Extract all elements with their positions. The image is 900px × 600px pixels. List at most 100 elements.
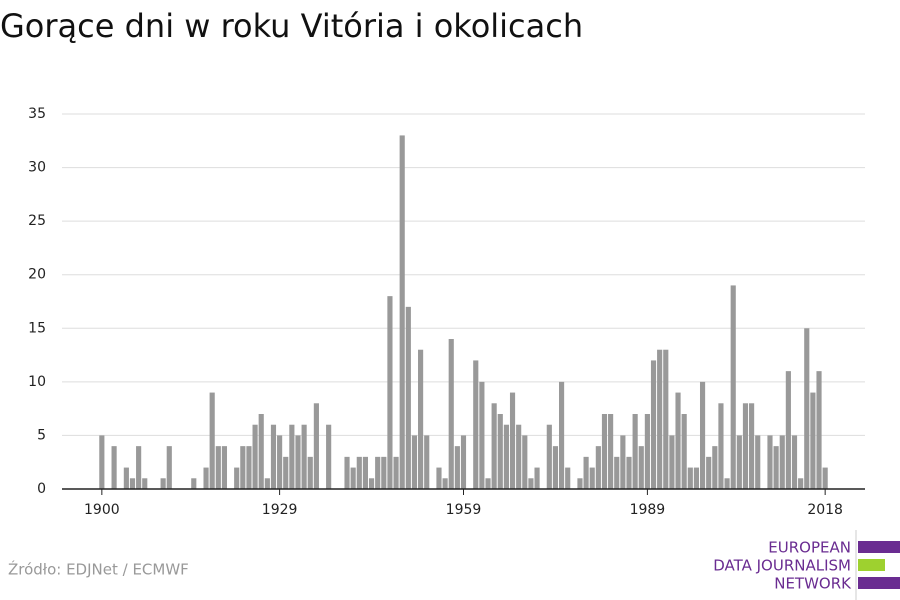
logo: EUROPEAN DATA JOURNALISM NETWORK: [713, 530, 900, 600]
bar: [240, 446, 246, 489]
y-tick-label: 20: [28, 267, 46, 283]
bar: [816, 371, 822, 489]
bar: [160, 478, 166, 489]
bar: [209, 392, 215, 489]
bar: [503, 424, 509, 489]
bar: [718, 403, 724, 489]
bar: [215, 446, 221, 489]
bar: [375, 456, 381, 489]
bar: [264, 478, 270, 489]
bar: [381, 456, 387, 489]
bar: [822, 467, 828, 489]
bar: [736, 435, 742, 489]
logo-text: NETWORK: [774, 575, 852, 593]
bar: [773, 446, 779, 489]
source: Źródło: EDJNet / ECMWF: [8, 560, 189, 579]
bar: [424, 435, 430, 489]
bar: [810, 392, 816, 489]
bar: [166, 446, 172, 489]
bar: [552, 446, 559, 489]
bar: [687, 467, 693, 489]
y-tick-label: 0: [37, 481, 46, 497]
y-tick-label: 30: [28, 160, 46, 176]
x-tick-label: 2018: [807, 502, 843, 518]
bar: [313, 403, 319, 489]
bar: [699, 381, 706, 489]
logo-bar: [858, 541, 900, 553]
bar: [485, 478, 491, 489]
bar: [393, 456, 399, 489]
bar: [730, 285, 736, 489]
bar: [779, 435, 785, 489]
bar: [791, 435, 798, 489]
logo-text: DATA JOURNALISM: [713, 557, 851, 575]
bar: [650, 360, 657, 489]
bar: [509, 392, 516, 489]
bar: [583, 456, 589, 489]
bar: [418, 349, 424, 489]
bar: [755, 435, 761, 489]
logo-text: EUROPEAN: [768, 539, 851, 557]
bar: [601, 414, 608, 489]
y-tick-label: 10: [28, 374, 46, 390]
bar: [460, 435, 467, 489]
bar: [473, 360, 479, 489]
bar: [442, 478, 448, 489]
bar: [221, 446, 228, 489]
bar: [663, 349, 669, 489]
bar: [626, 456, 632, 489]
bar: [289, 424, 295, 489]
x-tick-label: 1929: [262, 502, 298, 518]
bar: [399, 135, 405, 489]
bar: [454, 446, 460, 489]
bar: [258, 414, 264, 489]
bar: [620, 435, 626, 489]
bar: [99, 435, 105, 489]
chart-title: Gorące dni w roku Vitória i okolicach: [0, 7, 583, 45]
bar: [767, 435, 773, 489]
bar: [301, 424, 307, 489]
bar: [681, 414, 687, 489]
bar: [669, 435, 675, 489]
bar: [142, 478, 148, 489]
bar: [693, 467, 700, 489]
bar: [368, 478, 375, 489]
bar: [675, 392, 681, 489]
bar: [785, 371, 791, 489]
logo-bar: [858, 577, 900, 589]
bar: [798, 478, 804, 489]
bar: [362, 456, 368, 489]
bar: [712, 446, 718, 489]
bar: [638, 446, 644, 489]
bar: [411, 435, 418, 489]
x-tick-label: 1959: [446, 502, 482, 518]
bar: [270, 424, 277, 489]
y-tick-label: 25: [28, 213, 46, 229]
bar: [577, 478, 583, 489]
bar: [479, 381, 485, 489]
x-tick-label: 1989: [630, 502, 666, 518]
bar: [246, 446, 252, 489]
bar: [804, 328, 810, 489]
bar: [742, 403, 749, 489]
bar: [749, 403, 755, 489]
y-tick-label: 35: [28, 106, 46, 122]
bar: [123, 467, 129, 489]
bar: [614, 456, 620, 489]
bar: [516, 424, 522, 489]
bar: [632, 414, 638, 489]
bar: [234, 467, 240, 489]
bar: [436, 467, 442, 489]
bar: [497, 414, 503, 489]
bar: [448, 339, 454, 489]
bar: [344, 456, 350, 489]
bar: [252, 424, 258, 489]
bar: [724, 478, 730, 489]
bar: [136, 446, 142, 489]
bar: [534, 467, 540, 489]
bar: [203, 467, 209, 489]
bar: [356, 456, 362, 489]
bar: [706, 456, 712, 489]
bar: [191, 478, 197, 489]
